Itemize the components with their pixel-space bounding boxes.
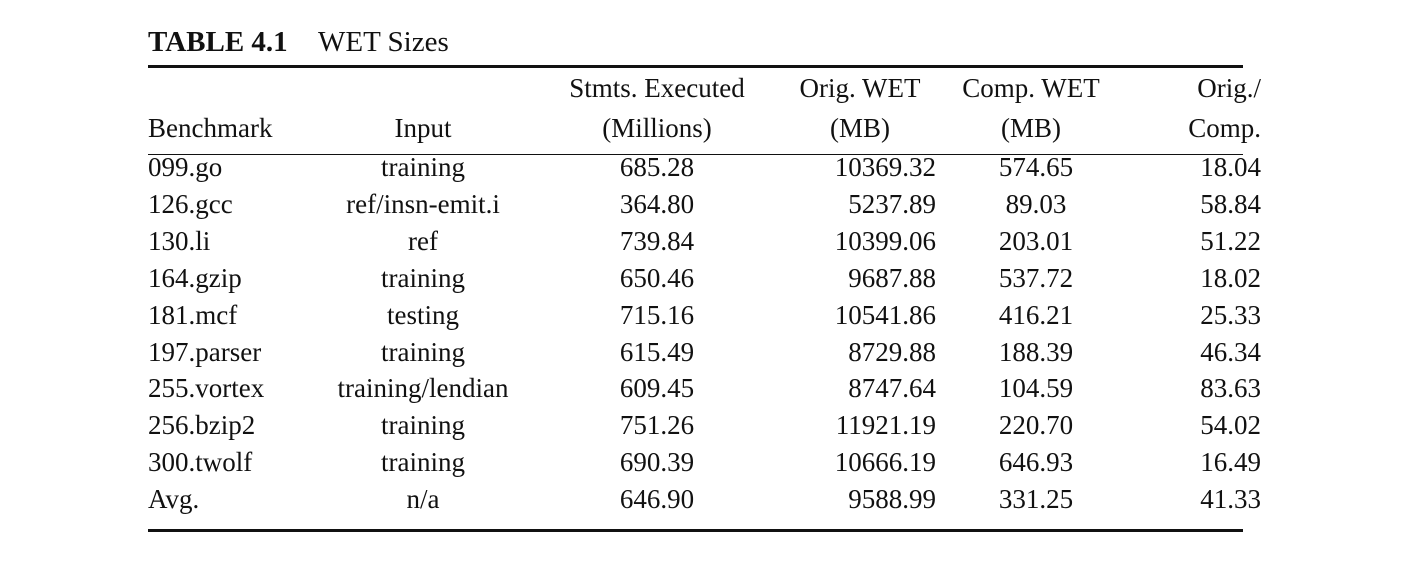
cell-input: ref/insn-emit.i bbox=[346, 189, 500, 220]
header-row-2: Benchmark Input (Millions) (MB) (MB) Com… bbox=[148, 108, 1261, 148]
table-row: 255.vortex training/lendian 609.45 8747.64 1… bbox=[148, 370, 1261, 407]
cell-stmts-executed: 751.26 bbox=[619, 410, 695, 441]
cell-comp-wet: 188.39 bbox=[998, 336, 1074, 367]
table-body: 099.go training 685.28 10369.32 574.65 18.04 1… bbox=[148, 148, 1261, 517]
cell-comp-wet: 574.65 bbox=[998, 152, 1074, 182]
table-row: 300.twolf training 690.39 10666.19 646.93 16.… bbox=[148, 444, 1261, 481]
table-row: 256.bzip2 training 751.26 11921.19 220.70 54.… bbox=[148, 407, 1261, 444]
header-rule bbox=[148, 154, 1243, 155]
table-title: WET Sizes bbox=[318, 26, 449, 58]
cell-orig-wet: 8729.88 bbox=[848, 336, 936, 367]
cell-orig-wet: 10399.06 bbox=[834, 226, 936, 257]
cell-ratio: 58.84 bbox=[1200, 189, 1261, 220]
header-comp-wet: Comp. WET bbox=[962, 73, 1100, 103]
table-row: 181.mcf testing 715.16 10541.86 416.21 25.33 bbox=[148, 296, 1261, 333]
table-caption: TABLE 4.1 WET Sizes bbox=[148, 24, 449, 60]
cell-stmts-executed: 715.16 bbox=[619, 299, 695, 330]
cell-ratio: 83.63 bbox=[1200, 373, 1261, 404]
cell-benchmark: 197.parser bbox=[148, 336, 262, 367]
header-cell bbox=[148, 68, 298, 108]
cell-benchmark: 130.li bbox=[148, 226, 211, 257]
cell-comp-wet: 104.59 bbox=[998, 373, 1074, 404]
cell-input: training bbox=[381, 262, 465, 293]
header-row-1: Stmts. Executed Orig. WET Comp. WET Orig… bbox=[148, 68, 1261, 108]
cell-benchmark: 256.bzip2 bbox=[148, 410, 256, 441]
table-row: 099.go training 685.28 10369.32 574.65 18.04 bbox=[148, 148, 1261, 186]
cell-stmts-executed: 615.49 bbox=[619, 336, 695, 367]
table-row: 126.gcc ref/insn-emit.i 364.80 5237.89 89.03… bbox=[148, 186, 1261, 223]
cell-input: n/a bbox=[406, 483, 440, 514]
cell-comp-wet: 331.25 bbox=[998, 483, 1074, 514]
cell-input: ref bbox=[408, 226, 438, 257]
cell-ratio: 16.49 bbox=[1200, 446, 1261, 477]
cell-benchmark: 181.mcf bbox=[148, 299, 238, 330]
cell-orig-wet: 11921.19 bbox=[835, 410, 936, 441]
header-input: Input bbox=[394, 113, 452, 143]
header-comp-mb: (MB) bbox=[1001, 113, 1061, 143]
cell-comp-wet: 537.72 bbox=[998, 262, 1074, 293]
cell-ratio: 25.33 bbox=[1200, 299, 1261, 330]
cell-orig-wet: 8747.64 bbox=[848, 373, 936, 404]
table-row: 164.gzip training 650.46 9687.88 537.72 18.02 bbox=[148, 260, 1261, 297]
cell-ratio: 18.02 bbox=[1200, 262, 1261, 293]
header-orig-mb: (MB) bbox=[830, 113, 890, 143]
cell-stmts-executed: 690.39 bbox=[619, 446, 695, 477]
cell-orig-wet: 10369.32 bbox=[834, 152, 936, 182]
cell-stmts-executed: 650.46 bbox=[619, 262, 695, 293]
cell-input: testing bbox=[387, 299, 459, 330]
table-number: TABLE 4.1 bbox=[148, 26, 288, 58]
header-orig-wet: Orig. WET bbox=[799, 73, 921, 103]
cell-ratio: 18.04 bbox=[1200, 152, 1261, 182]
cell-comp-wet: 89.03 bbox=[1005, 189, 1067, 220]
cell-benchmark: 126.gcc bbox=[148, 189, 233, 220]
bottom-rule bbox=[148, 529, 1243, 532]
header-benchmark: Benchmark bbox=[148, 113, 273, 143]
header-millions: (Millions) bbox=[602, 113, 712, 143]
cell-stmts-executed: 609.45 bbox=[619, 373, 695, 404]
cell-benchmark: 255.vortex bbox=[148, 373, 265, 404]
cell-orig-wet: 10666.19 bbox=[834, 446, 936, 477]
cell-comp-wet: 220.70 bbox=[998, 410, 1074, 441]
cell-comp-wet: 203.01 bbox=[998, 226, 1074, 257]
table-row: 130.li ref 739.84 10399.06 203.01 51.22 bbox=[148, 223, 1261, 260]
cell-orig-wet: 10541.86 bbox=[834, 299, 936, 330]
cell-benchmark: Avg. bbox=[148, 483, 200, 514]
cell-input: training bbox=[381, 410, 465, 441]
cell-input: training bbox=[381, 336, 465, 367]
cell-stmts-executed: 739.84 bbox=[619, 226, 695, 257]
cell-benchmark: 099.go bbox=[148, 152, 223, 182]
cell-benchmark: 300.twolf bbox=[148, 446, 253, 477]
cell-orig-wet: 5237.89 bbox=[848, 189, 936, 220]
top-rule bbox=[148, 65, 1243, 68]
wet-sizes-table: Stmts. Executed Orig. WET Comp. WET Orig… bbox=[148, 68, 1261, 517]
header-orig-comp: Orig./ bbox=[1197, 73, 1261, 103]
cell-orig-wet: 9588.99 bbox=[848, 483, 936, 514]
cell-benchmark: 164.gzip bbox=[148, 262, 242, 293]
cell-stmts-executed: 646.90 bbox=[619, 483, 695, 514]
header-cell bbox=[298, 68, 548, 108]
cell-input: training bbox=[381, 446, 465, 477]
cell-ratio: 51.22 bbox=[1200, 226, 1261, 257]
cell-comp-wet: 416.21 bbox=[998, 299, 1074, 330]
cell-orig-wet: 9687.88 bbox=[848, 262, 936, 293]
cell-input: training/lendian bbox=[337, 373, 509, 404]
cell-ratio: 41.33 bbox=[1200, 483, 1261, 514]
cell-comp-wet: 646.93 bbox=[998, 446, 1074, 477]
cell-input: training bbox=[381, 152, 465, 182]
table-row: Avg. n/a 646.90 9588.99 331.25 41.33 bbox=[148, 480, 1261, 517]
table-row: 197.parser training 615.49 8729.88 188.39 46.… bbox=[148, 333, 1261, 370]
cell-stmts-executed: 364.80 bbox=[619, 189, 695, 220]
header-stmts-executed: Stmts. Executed bbox=[569, 73, 745, 103]
cell-ratio: 54.02 bbox=[1200, 410, 1261, 441]
cell-stmts-executed: 685.28 bbox=[619, 152, 695, 182]
header-comp: Comp. bbox=[1188, 113, 1261, 143]
cell-ratio: 46.34 bbox=[1200, 336, 1261, 367]
